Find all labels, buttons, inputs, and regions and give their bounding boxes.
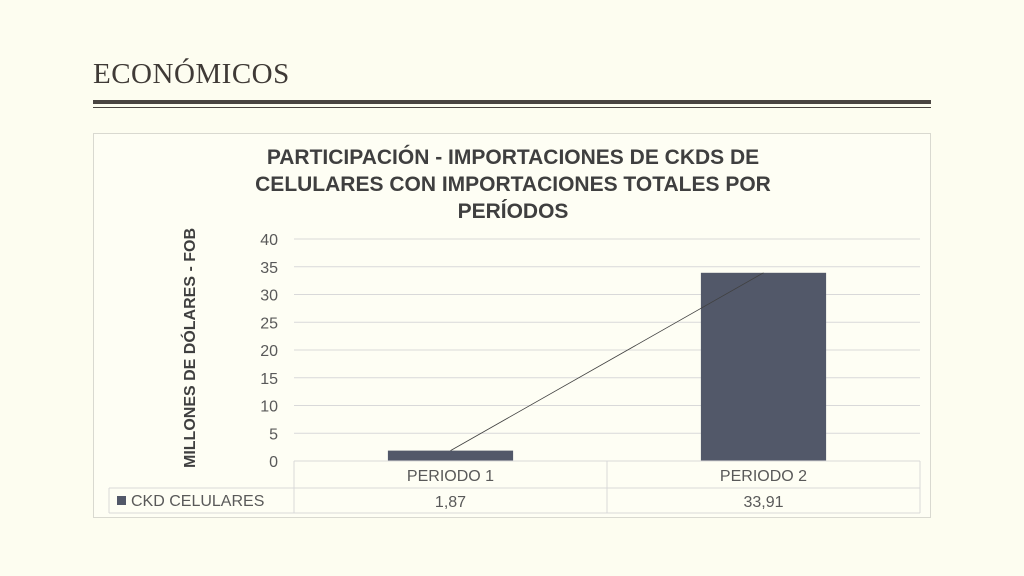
chart-title-line: PERÍODOS bbox=[458, 200, 569, 223]
y-tick-label: 40 bbox=[260, 232, 278, 249]
chart-title-line: CELULARES CON IMPORTACIONES TOTALES POR bbox=[255, 173, 771, 196]
chart-frame: PARTICIPACIÓN - IMPORTACIONES DE CKDS DE… bbox=[93, 133, 931, 518]
y-axis-label: MILLONES DE DÓLARES - FOB bbox=[180, 228, 199, 468]
y-tick-label: 30 bbox=[260, 288, 278, 305]
y-tick-label: 25 bbox=[260, 315, 278, 332]
legend-swatch bbox=[117, 496, 126, 505]
y-tick-label: 5 bbox=[269, 426, 278, 443]
y-tick-label: 0 bbox=[269, 454, 278, 471]
data-table-value: 33,91 bbox=[743, 494, 783, 511]
y-tick-label: 10 bbox=[260, 399, 278, 416]
chart-title-line: PARTICIPACIÓN - IMPORTACIONES DE CKDS DE bbox=[267, 145, 759, 169]
trendline bbox=[450, 272, 764, 451]
title-rule-thin bbox=[93, 107, 931, 108]
x-category-label: PERIODO 1 bbox=[407, 468, 494, 485]
bar bbox=[700, 272, 827, 461]
y-tick-label: 15 bbox=[260, 371, 278, 388]
bar bbox=[387, 450, 514, 461]
x-category-label: PERIODO 2 bbox=[720, 468, 807, 485]
y-tick-label: 20 bbox=[260, 343, 278, 360]
data-table-value: 1,87 bbox=[435, 494, 466, 511]
legend-series-name: CKD CELULARES bbox=[131, 493, 264, 510]
title-rule-thick bbox=[93, 100, 931, 104]
slide-title: ECONÓMICOS bbox=[93, 58, 290, 90]
y-tick-label: 35 bbox=[260, 260, 278, 277]
chart-svg: PARTICIPACIÓN - IMPORTACIONES DE CKDS DE… bbox=[108, 145, 921, 514]
